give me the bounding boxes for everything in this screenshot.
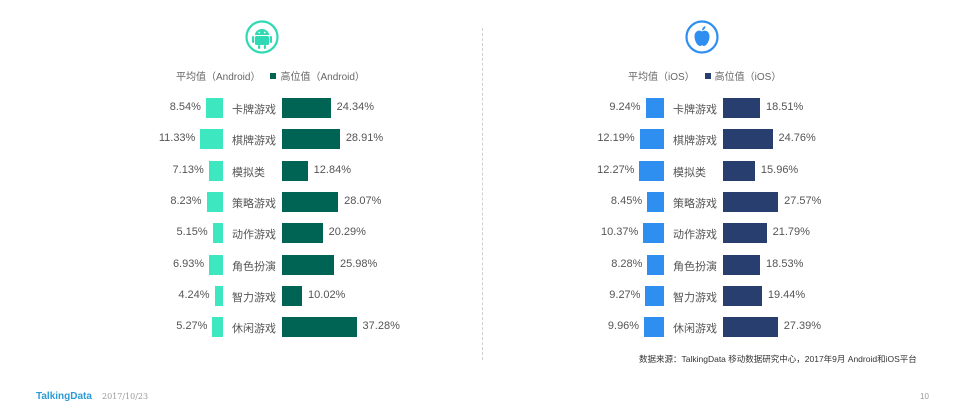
android-avg-bar [200, 129, 223, 150]
android-high-value-label: 25.98% [339, 257, 378, 270]
android-category-label: 棋牌游戏 [232, 135, 276, 148]
android-high-bar [282, 160, 308, 181]
android-avg-value-label: 11.33% [158, 132, 196, 145]
ios-avg-value-label: 9.96% [607, 320, 640, 333]
android-high-value-label: 37.28% [362, 320, 400, 333]
android-high-value-label: 20.29% [328, 226, 366, 239]
android-avg-value-label: 4.24% [178, 288, 210, 301]
android-category-label: 休闲游戏 [232, 323, 276, 336]
ios-high-value-label: 27.39% [783, 320, 822, 333]
ios-high-value-label: 18.51% [766, 101, 804, 113]
android-avg-value-label: 8.54% [169, 101, 201, 113]
android-category-label: 模拟类 [232, 166, 265, 179]
android-high-value-label: 10.02% [308, 288, 346, 301]
android-high-bar [282, 129, 340, 150]
ios-category-label: 策略游戏 [673, 197, 717, 210]
ios-chart-panel: 平均值（iOS） 高位值（iOS） 9.24% 卡牌游戏 18.51% 12.19% 棋… [485, 0, 965, 370]
footer-date: 2017/10/23 [102, 392, 149, 401]
android-high-value-label: 24.34% [336, 101, 374, 113]
ios-category-label: 休闲游戏 [673, 323, 717, 336]
android-high-bar [282, 191, 339, 212]
ios-avg-bar [639, 129, 664, 150]
android-avg-bar [209, 254, 223, 275]
android-category-label: 动作游戏 [232, 229, 276, 242]
ios-high-bar [723, 160, 755, 181]
android-category-label: 策略游戏 [232, 197, 276, 210]
footer-brand: TalkingData [36, 391, 92, 402]
ios-avg-bar [644, 317, 664, 338]
ios-high-bar [723, 98, 761, 118]
android-avg-bar [214, 285, 223, 306]
android-category-label: 卡牌游戏 [232, 104, 276, 116]
android-legend: 平均值（Android） 高位值（Android） [176, 68, 375, 83]
android-high-value-label: 28.07% [344, 194, 382, 207]
android-category-label: 智力游戏 [232, 291, 276, 304]
ios-high-value-label: 18.53% [766, 257, 804, 270]
ios-high-value-label: 15.96% [760, 163, 799, 176]
data-source-note: 数据来源：TalkingData 移动数据研究中心，2017年9月 Androi… [639, 354, 917, 364]
panel-divider [482, 28, 483, 360]
ios-avg-bar [645, 285, 664, 306]
android-avg-value-label: 5.15% [176, 226, 208, 239]
android-avg-bar [205, 98, 223, 118]
android-high-bar [282, 285, 303, 306]
ios-avg-value-label: 9.24% [609, 101, 641, 113]
ios-category-label: 动作游戏 [673, 229, 717, 242]
android-avg-bar [208, 160, 223, 181]
ios-high-value-label: 24.76% [778, 132, 816, 145]
ios-high-bar [723, 285, 762, 306]
android-high-value-label: 28.91% [345, 132, 384, 145]
ios-avg-value-label: 8.45% [610, 194, 643, 207]
android-high-value-label: 12.84% [313, 163, 351, 176]
page-number: 10 [920, 392, 929, 401]
ios-avg-value-label: 9.27% [609, 288, 641, 301]
android-icon [245, 20, 279, 54]
ios-avg-bar [647, 254, 664, 275]
ios-high-bar [723, 191, 779, 212]
android-avg-bar [212, 223, 223, 244]
ios-high-bar [723, 254, 761, 275]
ios-avg-bar [645, 98, 664, 118]
apple-icon [685, 20, 719, 54]
ios-category-label: 模拟类 [673, 166, 706, 179]
ios-avg-value-label: 10.37% [600, 226, 639, 239]
android-high-bar [282, 254, 334, 275]
android-avg-value-label: 8.23% [170, 194, 202, 207]
android-avg-bar [212, 317, 223, 338]
android-high-bar [282, 98, 331, 118]
android-category-label: 角色扮演 [232, 260, 276, 273]
ios-avg-value-label: 12.27% [597, 163, 635, 176]
ios-high-bar [723, 129, 773, 150]
ios-avg-bar [639, 160, 664, 181]
ios-high-bar [723, 317, 778, 338]
legend-item-avg: 平均值（Android） [176, 72, 261, 83]
legend-item-high: 高位值（Android） [270, 68, 365, 83]
ios-category-label: 角色扮演 [673, 260, 717, 273]
ios-avg-bar [643, 223, 664, 244]
android-high-bar [282, 223, 323, 244]
android-chart-panel: 平均值（Android） 高位值（Android） 8.54% 卡牌游戏 24.34… [0, 0, 480, 370]
android-high-bar [282, 317, 357, 338]
legend-item-high: 高位值（iOS） [704, 68, 781, 83]
legend-item-avg: 平均值（iOS） [628, 72, 695, 83]
ios-high-bar [723, 223, 767, 244]
ios-high-value-label: 19.44% [767, 288, 806, 301]
android-avg-bar [206, 191, 223, 212]
ios-category-label: 卡牌游戏 [673, 104, 717, 116]
ios-avg-bar [647, 191, 664, 212]
android-avg-value-label: 6.93% [172, 257, 205, 270]
legend-swatch-high [270, 72, 277, 79]
ios-category-label: 智力游戏 [673, 291, 717, 304]
android-avg-value-label: 5.27% [176, 320, 208, 333]
ios-avg-value-label: 12.19% [597, 132, 635, 145]
legend-swatch-high [704, 72, 711, 79]
ios-high-value-label: 27.57% [784, 194, 822, 207]
ios-legend: 平均值（iOS） 高位值（iOS） [628, 68, 791, 83]
ios-high-value-label: 21.79% [772, 226, 810, 239]
ios-avg-value-label: 8.28% [611, 257, 643, 270]
android-avg-value-label: 7.13% [172, 163, 204, 176]
ios-category-label: 棋牌游戏 [673, 135, 717, 148]
